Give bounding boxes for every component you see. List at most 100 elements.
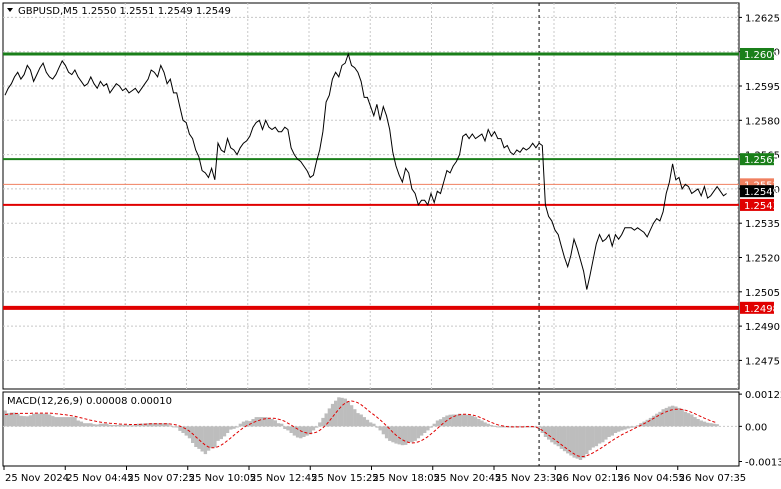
level-tag-bg-1.2609	[740, 47, 774, 60]
macd-tick-label: -0.00133	[745, 458, 781, 469]
macd-bar	[391, 426, 395, 443]
macd-bar	[381, 426, 386, 435]
macd-bar	[575, 426, 579, 459]
macd-bar	[397, 426, 401, 445]
macd-bar	[178, 426, 182, 431]
macd-bar	[311, 426, 316, 431]
macd-bar	[458, 413, 462, 427]
price-tick-label: 1.2505	[745, 288, 780, 299]
time-tick-label: 25 Nov 2024	[5, 473, 69, 484]
macd-bar	[664, 407, 669, 427]
macd-bar	[636, 425, 640, 427]
macd-bar	[273, 420, 277, 427]
time-tick-label: 25 Nov 12:45	[250, 473, 317, 484]
macd-bar	[416, 426, 421, 439]
macd-bar	[645, 419, 649, 427]
macd-bar	[340, 397, 344, 427]
macd-bar	[461, 414, 465, 427]
level-tag-1.2498: 1.2498	[744, 304, 779, 315]
level-tag-bg-1.2498	[740, 301, 774, 314]
macd-bar	[384, 426, 389, 439]
macd-bar	[51, 416, 55, 427]
macd-bar	[25, 416, 30, 427]
macd-signal-line	[4, 400, 718, 457]
macd-bar	[315, 426, 319, 428]
macd-bar	[359, 414, 363, 427]
macd-bar	[308, 426, 312, 435]
macd-bar	[251, 419, 255, 427]
time-tick-label: 26 Nov 04:55	[618, 473, 685, 484]
macd-bar	[480, 420, 484, 427]
macd-bar	[216, 426, 220, 441]
macd-bar	[442, 417, 446, 427]
level-tag-1.2563: 1.2563	[744, 155, 779, 166]
macd-bar	[696, 419, 700, 427]
macd-bar	[136, 423, 141, 427]
macd-bar	[601, 426, 605, 443]
macd-bar	[346, 401, 351, 427]
macd-bar	[629, 426, 634, 428]
macd-bar	[432, 423, 436, 427]
macd-bar	[604, 426, 608, 440]
macd-bar	[76, 420, 80, 427]
macd-bar	[257, 417, 262, 427]
macd-bar	[410, 426, 414, 443]
macd-bar	[149, 423, 153, 427]
macd-bar	[165, 423, 169, 427]
macd-bar	[305, 426, 309, 436]
macd-bar	[267, 417, 271, 427]
macd-bar	[133, 424, 138, 427]
price-pane[interactable]: 1.26251.26101.25951.25801.25651.25501.25…	[2, 2, 780, 390]
macd-histogram	[3, 397, 719, 460]
macd-bar	[582, 426, 586, 459]
macd-bar	[41, 413, 45, 427]
macd-bar	[413, 426, 417, 441]
macd-bar	[489, 425, 494, 427]
macd-bar	[470, 415, 475, 427]
macd-bar	[289, 426, 293, 433]
macd-bar	[140, 423, 144, 427]
macd-pane[interactable]: 0.00122 0.00 -0.00133 MACD(12,26,9) 0.0000…	[2, 390, 781, 469]
level-tag-bg-1.2549	[740, 185, 774, 198]
macd-bar	[365, 419, 370, 427]
macd-bar	[229, 426, 233, 430]
macd-bar	[667, 406, 672, 427]
macd-bar	[108, 424, 112, 427]
macd-bar	[280, 423, 284, 427]
macd-bar	[451, 414, 456, 427]
macd-bar	[102, 423, 106, 427]
macd-bar	[197, 426, 201, 449]
macd-bar	[232, 426, 236, 429]
macd-bar	[404, 426, 408, 445]
macd-bar	[152, 423, 157, 427]
price-tick-label: 1.2625	[745, 13, 780, 24]
price-tick-label: 1.2490	[745, 322, 780, 333]
macd-bar	[67, 417, 71, 427]
macd-bar	[661, 409, 665, 427]
macd-bar	[419, 426, 424, 436]
macd-bar	[222, 426, 227, 437]
macd-bar	[553, 426, 557, 445]
price-pane-frame	[2, 2, 740, 390]
time-tick-label: 25 Nov 20:45	[434, 473, 501, 484]
macd-bar	[658, 411, 662, 427]
macd-bar	[626, 426, 630, 429]
dropdown-triangle-icon[interactable]	[7, 8, 13, 12]
macd-bar	[680, 409, 684, 427]
macd-bar	[12, 412, 17, 427]
macd-bar	[22, 416, 26, 427]
macd-bar	[276, 423, 281, 427]
macd-bar	[426, 426, 430, 431]
macd-bar	[105, 423, 109, 427]
macd-bar	[38, 413, 42, 427]
macd-bar	[6, 413, 10, 427]
macd-tick-label: 0.00	[745, 422, 767, 433]
macd-bar	[349, 405, 354, 427]
macd-bar	[92, 424, 96, 427]
macd-bar	[73, 417, 77, 427]
macd-bar	[690, 414, 694, 427]
macd-bar	[518, 426, 522, 428]
macd-bar	[674, 406, 678, 427]
